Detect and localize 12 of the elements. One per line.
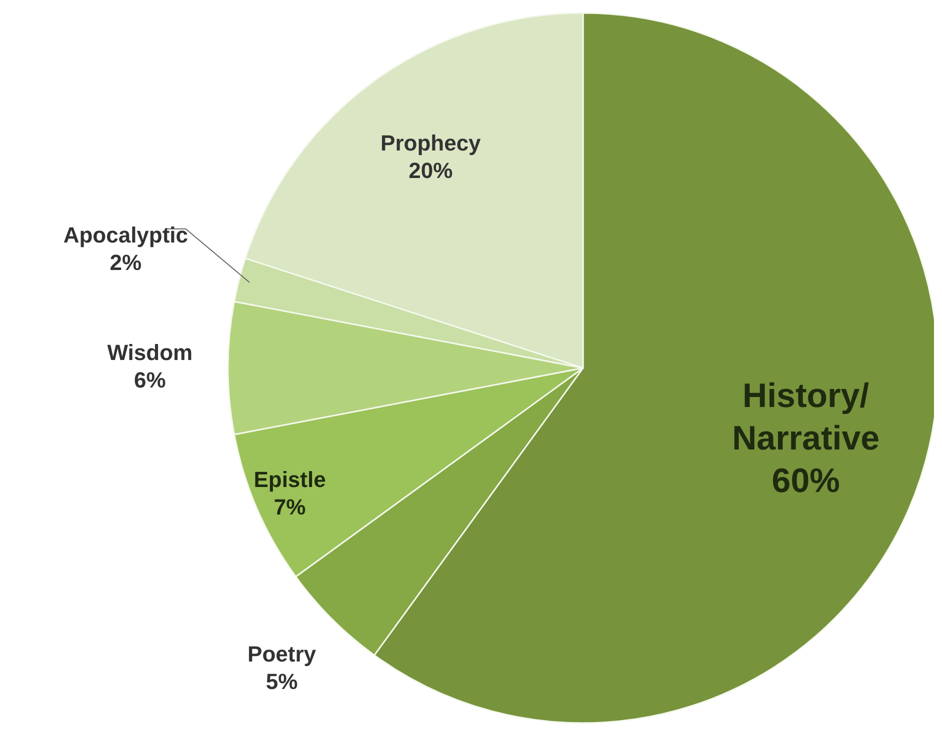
data-label: 20% (408, 158, 453, 183)
slice-label: Poetry (248, 641, 317, 666)
data-label: 2% (110, 250, 142, 276)
slice-label: Wisdom (107, 340, 193, 366)
data-label: 7% (274, 494, 306, 520)
data-label: 6% (134, 368, 166, 393)
slice-label: Apocalyptic (63, 222, 188, 248)
slice-label: Prophecy (380, 130, 482, 156)
slice-label: Epistle (254, 466, 326, 492)
data-label: 5% (266, 668, 298, 694)
data-label: 60% (772, 462, 840, 500)
slice-label: History/ Narrative (732, 376, 880, 458)
